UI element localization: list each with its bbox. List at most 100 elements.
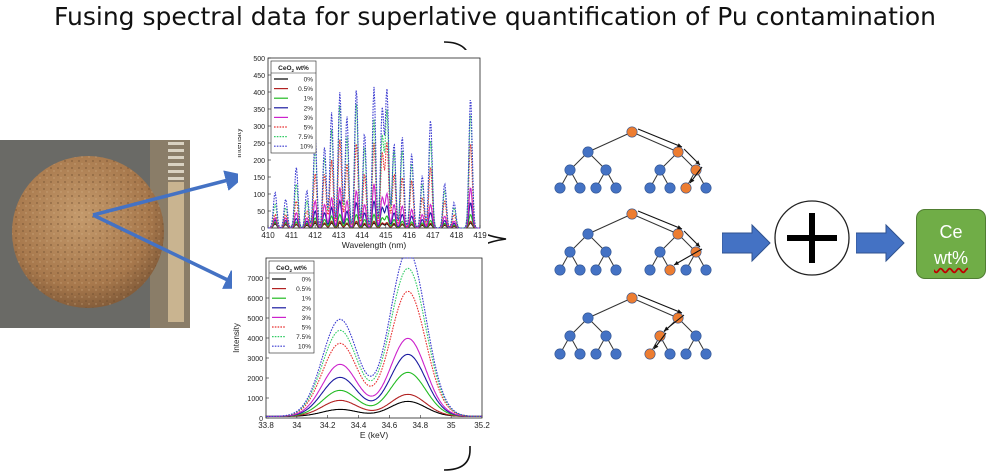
y-tick-label: 300: [253, 124, 265, 131]
path-arrowhead: [654, 344, 659, 349]
output-line-2: wt%: [933, 248, 968, 268]
x-axis-label: Wavelength (nm): [342, 240, 407, 250]
tree-node: [672, 228, 684, 240]
legend-label: 5%: [304, 125, 314, 132]
y-tick-label: 500: [253, 56, 265, 63]
y-tick-label: 4000: [247, 336, 263, 343]
tree-node: [680, 348, 692, 360]
x-tick-label: 417: [426, 231, 440, 240]
legend-label: 1%: [302, 296, 312, 303]
legend-label: 3%: [304, 115, 314, 122]
legend-label: 3%: [302, 315, 312, 322]
tree-node: [664, 182, 676, 194]
legend-title: CeO2 wt%: [276, 265, 307, 273]
tree-node: [610, 182, 622, 194]
tree-edge: [587, 131, 633, 153]
flow-arrow-to-sum: [722, 223, 771, 263]
tree-node: [600, 330, 612, 342]
tree-node: [672, 146, 684, 158]
output-box: Ce wt%: [916, 209, 986, 279]
series-line-0.5%: [266, 393, 482, 417]
series-line-0%: [266, 400, 482, 417]
y-tick-label: 7000: [247, 276, 263, 283]
tree-edge: [587, 213, 633, 235]
path-arrowhead: [674, 260, 679, 265]
tree-node: [700, 182, 712, 194]
tree-node: [574, 182, 586, 194]
path-arrowhead: [677, 309, 682, 314]
y-tick-label: 250: [253, 141, 265, 148]
tree-node: [574, 348, 586, 360]
legend-label: 0.5%: [298, 86, 313, 93]
tree-node: [654, 164, 666, 176]
legend-label: 10%: [298, 344, 311, 351]
tree-node: [564, 330, 576, 342]
x-tick-label: 418: [450, 231, 464, 240]
y-tick-label: 0: [261, 226, 265, 233]
tree-node: [590, 348, 602, 360]
y-tick-label: 350: [253, 107, 265, 114]
x-tick-label: 416: [403, 231, 417, 240]
series-line-2%: [266, 353, 482, 417]
tree-node: [690, 330, 702, 342]
y-tick-label: 3000: [247, 356, 263, 363]
tree-node: [680, 264, 692, 276]
tree-node: [590, 264, 602, 276]
tree-node: [664, 348, 676, 360]
xrf-spectrum-chart: 33.8 34 34.2 34.4 34.6 34.8 35 35.2 0 1000 2000 300…: [232, 250, 490, 446]
y-tick-label: 200: [253, 158, 265, 165]
x-tick-label: 414: [356, 231, 370, 240]
tree-node: [700, 264, 712, 276]
y-tick-label: 150: [253, 175, 265, 182]
x-tick-label: 411: [285, 231, 298, 240]
random-forest-diagram: [554, 126, 712, 360]
x-tick-label: 410: [261, 231, 275, 240]
path-arrowhead: [690, 178, 695, 183]
tree-node: [574, 264, 586, 276]
tree-node: [582, 228, 594, 240]
tree-node: [626, 126, 638, 138]
series-line-5%: [266, 290, 482, 417]
tree-node: [680, 182, 692, 194]
y-tick-label: 450: [253, 73, 265, 80]
y-tick-label: 6000: [247, 296, 263, 303]
path-arrowhead: [677, 143, 682, 148]
y-tick-label: 100: [253, 192, 265, 199]
tree-node: [654, 246, 666, 258]
legend-box: [270, 60, 317, 154]
x-tick-label: 35.2: [474, 421, 490, 430]
series-line-5%: [268, 139, 480, 229]
legend-label: 2%: [302, 305, 312, 312]
x-tick-label: 34.6: [382, 421, 398, 430]
path-arrow: [673, 248, 703, 266]
tree-node: [600, 164, 612, 176]
series-line-7.5%: [266, 267, 482, 417]
x-tick-label: 412: [308, 231, 322, 240]
x-tick-label: 34.4: [351, 421, 367, 430]
path-arrowhead: [677, 225, 682, 230]
libs-spectrum-chart: 410 411 412 413 414 415 416 417 418 419 0 50 100 150 2…: [238, 50, 488, 256]
legend-label: 7.5%: [298, 134, 313, 141]
tree-node: [564, 164, 576, 176]
pellet-to-xrf-arrow: [92, 213, 246, 289]
tree-node: [582, 146, 594, 158]
legend-label: 7.5%: [296, 334, 311, 341]
y-tick-label: 2000: [247, 376, 263, 383]
series-line-7.5%: [268, 103, 480, 229]
x-tick-label: 34.8: [412, 421, 428, 430]
legend-box: [268, 260, 315, 354]
tree-edge: [587, 297, 633, 319]
tree-node: [644, 182, 656, 194]
path-arrow: [637, 128, 683, 148]
legend-label: 10%: [300, 144, 313, 151]
tree-node: [590, 182, 602, 194]
tree-node: [610, 264, 622, 276]
y-tick-label: 50: [257, 209, 265, 216]
y-tick-label: 1000: [247, 396, 263, 403]
tree-node: [564, 246, 576, 258]
tree-node: [700, 348, 712, 360]
path-arrowhead: [695, 242, 700, 247]
tree-node: [626, 292, 638, 304]
x-tick-label: 419: [473, 231, 487, 240]
